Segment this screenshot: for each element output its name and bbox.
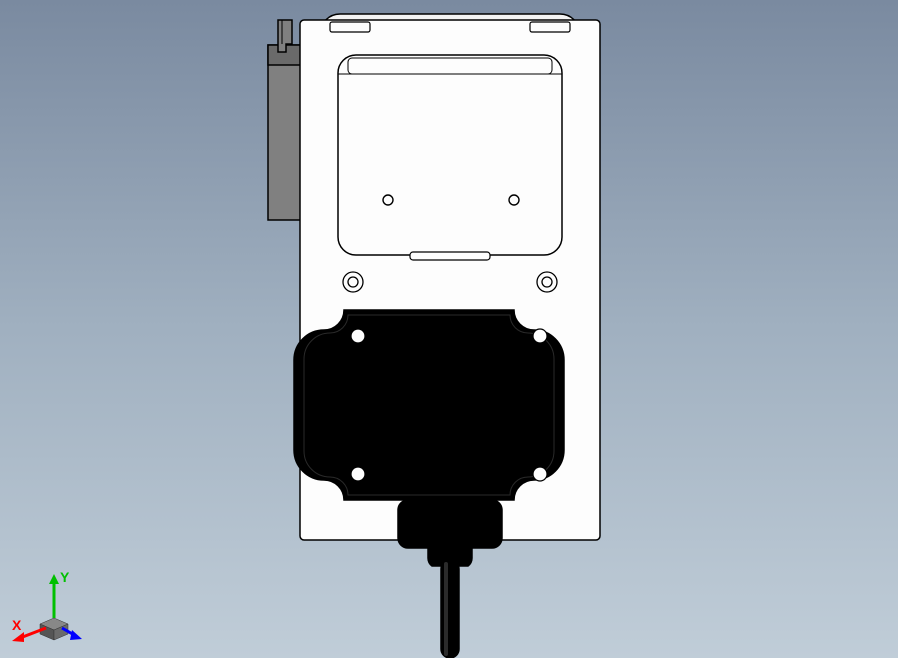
axis-x-label: X: [12, 617, 22, 633]
cad-model: [0, 0, 898, 658]
cad-viewport[interactable]: Y X Z: [0, 0, 898, 658]
axis-y-label: Y: [60, 569, 70, 585]
orientation-triad: Y X Z: [10, 568, 90, 648]
